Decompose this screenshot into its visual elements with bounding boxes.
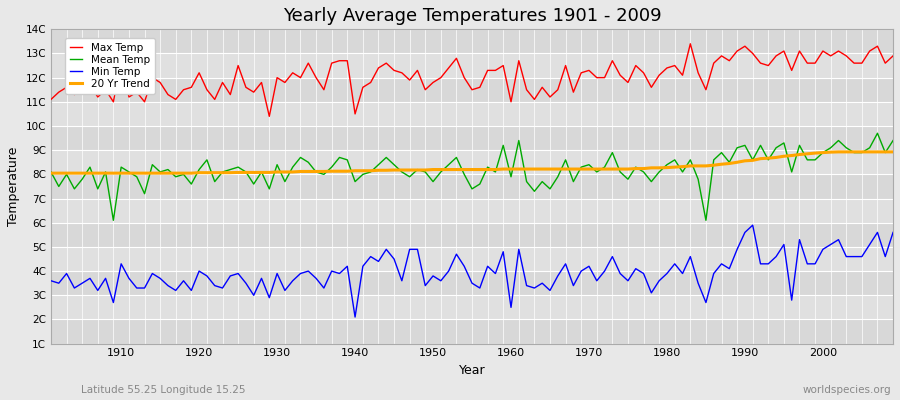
20 Yr Trend — [108, 171, 119, 176]
Bar — [51, 54, 893, 78]
20 Yr Trend — [280, 170, 291, 174]
Min Temp — [327, 269, 338, 274]
Max Temp — [685, 41, 696, 46]
Text: worldspecies.org: worldspecies.org — [803, 385, 891, 395]
Bar — [51, 126, 893, 150]
Max Temp — [108, 100, 119, 104]
Title: Yearly Average Temperatures 1901 - 2009: Yearly Average Temperatures 1901 - 2009 — [283, 7, 662, 25]
Max Temp — [607, 58, 617, 63]
Bar — [51, 271, 893, 295]
Min Temp — [108, 300, 119, 305]
Min Temp — [607, 254, 617, 259]
Bar — [51, 150, 893, 174]
Line: 20 Yr Trend: 20 Yr Trend — [51, 152, 893, 173]
Max Temp — [334, 58, 345, 63]
Bar — [51, 320, 893, 344]
Mean Temp — [887, 138, 898, 143]
Bar — [51, 247, 893, 271]
Line: Min Temp: Min Temp — [51, 225, 893, 317]
Min Temp — [350, 315, 361, 320]
Line: Mean Temp: Mean Temp — [51, 133, 893, 220]
Bar — [51, 295, 893, 320]
Y-axis label: Temperature: Temperature — [7, 147, 20, 226]
Mean Temp — [506, 174, 517, 179]
Max Temp — [264, 114, 274, 119]
Text: Latitude 55.25 Longitude 15.25: Latitude 55.25 Longitude 15.25 — [81, 385, 246, 395]
Bar — [51, 174, 893, 198]
Bar — [51, 29, 893, 54]
Mean Temp — [287, 165, 298, 170]
Min Temp — [46, 278, 57, 283]
Line: Max Temp: Max Temp — [51, 44, 893, 116]
Max Temp — [287, 70, 298, 75]
20 Yr Trend — [498, 167, 508, 172]
Mean Temp — [513, 138, 524, 143]
X-axis label: Year: Year — [459, 364, 485, 377]
Legend: Max Temp, Mean Temp, Min Temp, 20 Yr Trend: Max Temp, Mean Temp, Min Temp, 20 Yr Tre… — [65, 38, 155, 94]
Min Temp — [506, 305, 517, 310]
Mean Temp — [108, 218, 119, 223]
Mean Temp — [46, 170, 57, 174]
Mean Temp — [116, 165, 127, 170]
Max Temp — [513, 58, 524, 63]
20 Yr Trend — [599, 167, 610, 172]
20 Yr Trend — [506, 167, 517, 172]
Min Temp — [280, 288, 291, 293]
Max Temp — [887, 54, 898, 58]
Max Temp — [506, 100, 517, 104]
Min Temp — [513, 247, 524, 252]
Bar — [51, 102, 893, 126]
Min Temp — [887, 230, 898, 235]
Bar — [51, 78, 893, 102]
Mean Temp — [334, 155, 345, 160]
20 Yr Trend — [327, 169, 338, 174]
Min Temp — [747, 223, 758, 228]
20 Yr Trend — [46, 171, 57, 176]
Max Temp — [46, 97, 57, 102]
Mean Temp — [607, 150, 617, 155]
20 Yr Trend — [833, 150, 844, 154]
20 Yr Trend — [887, 150, 898, 154]
Bar — [51, 223, 893, 247]
Bar — [51, 198, 893, 223]
Mean Temp — [872, 131, 883, 136]
